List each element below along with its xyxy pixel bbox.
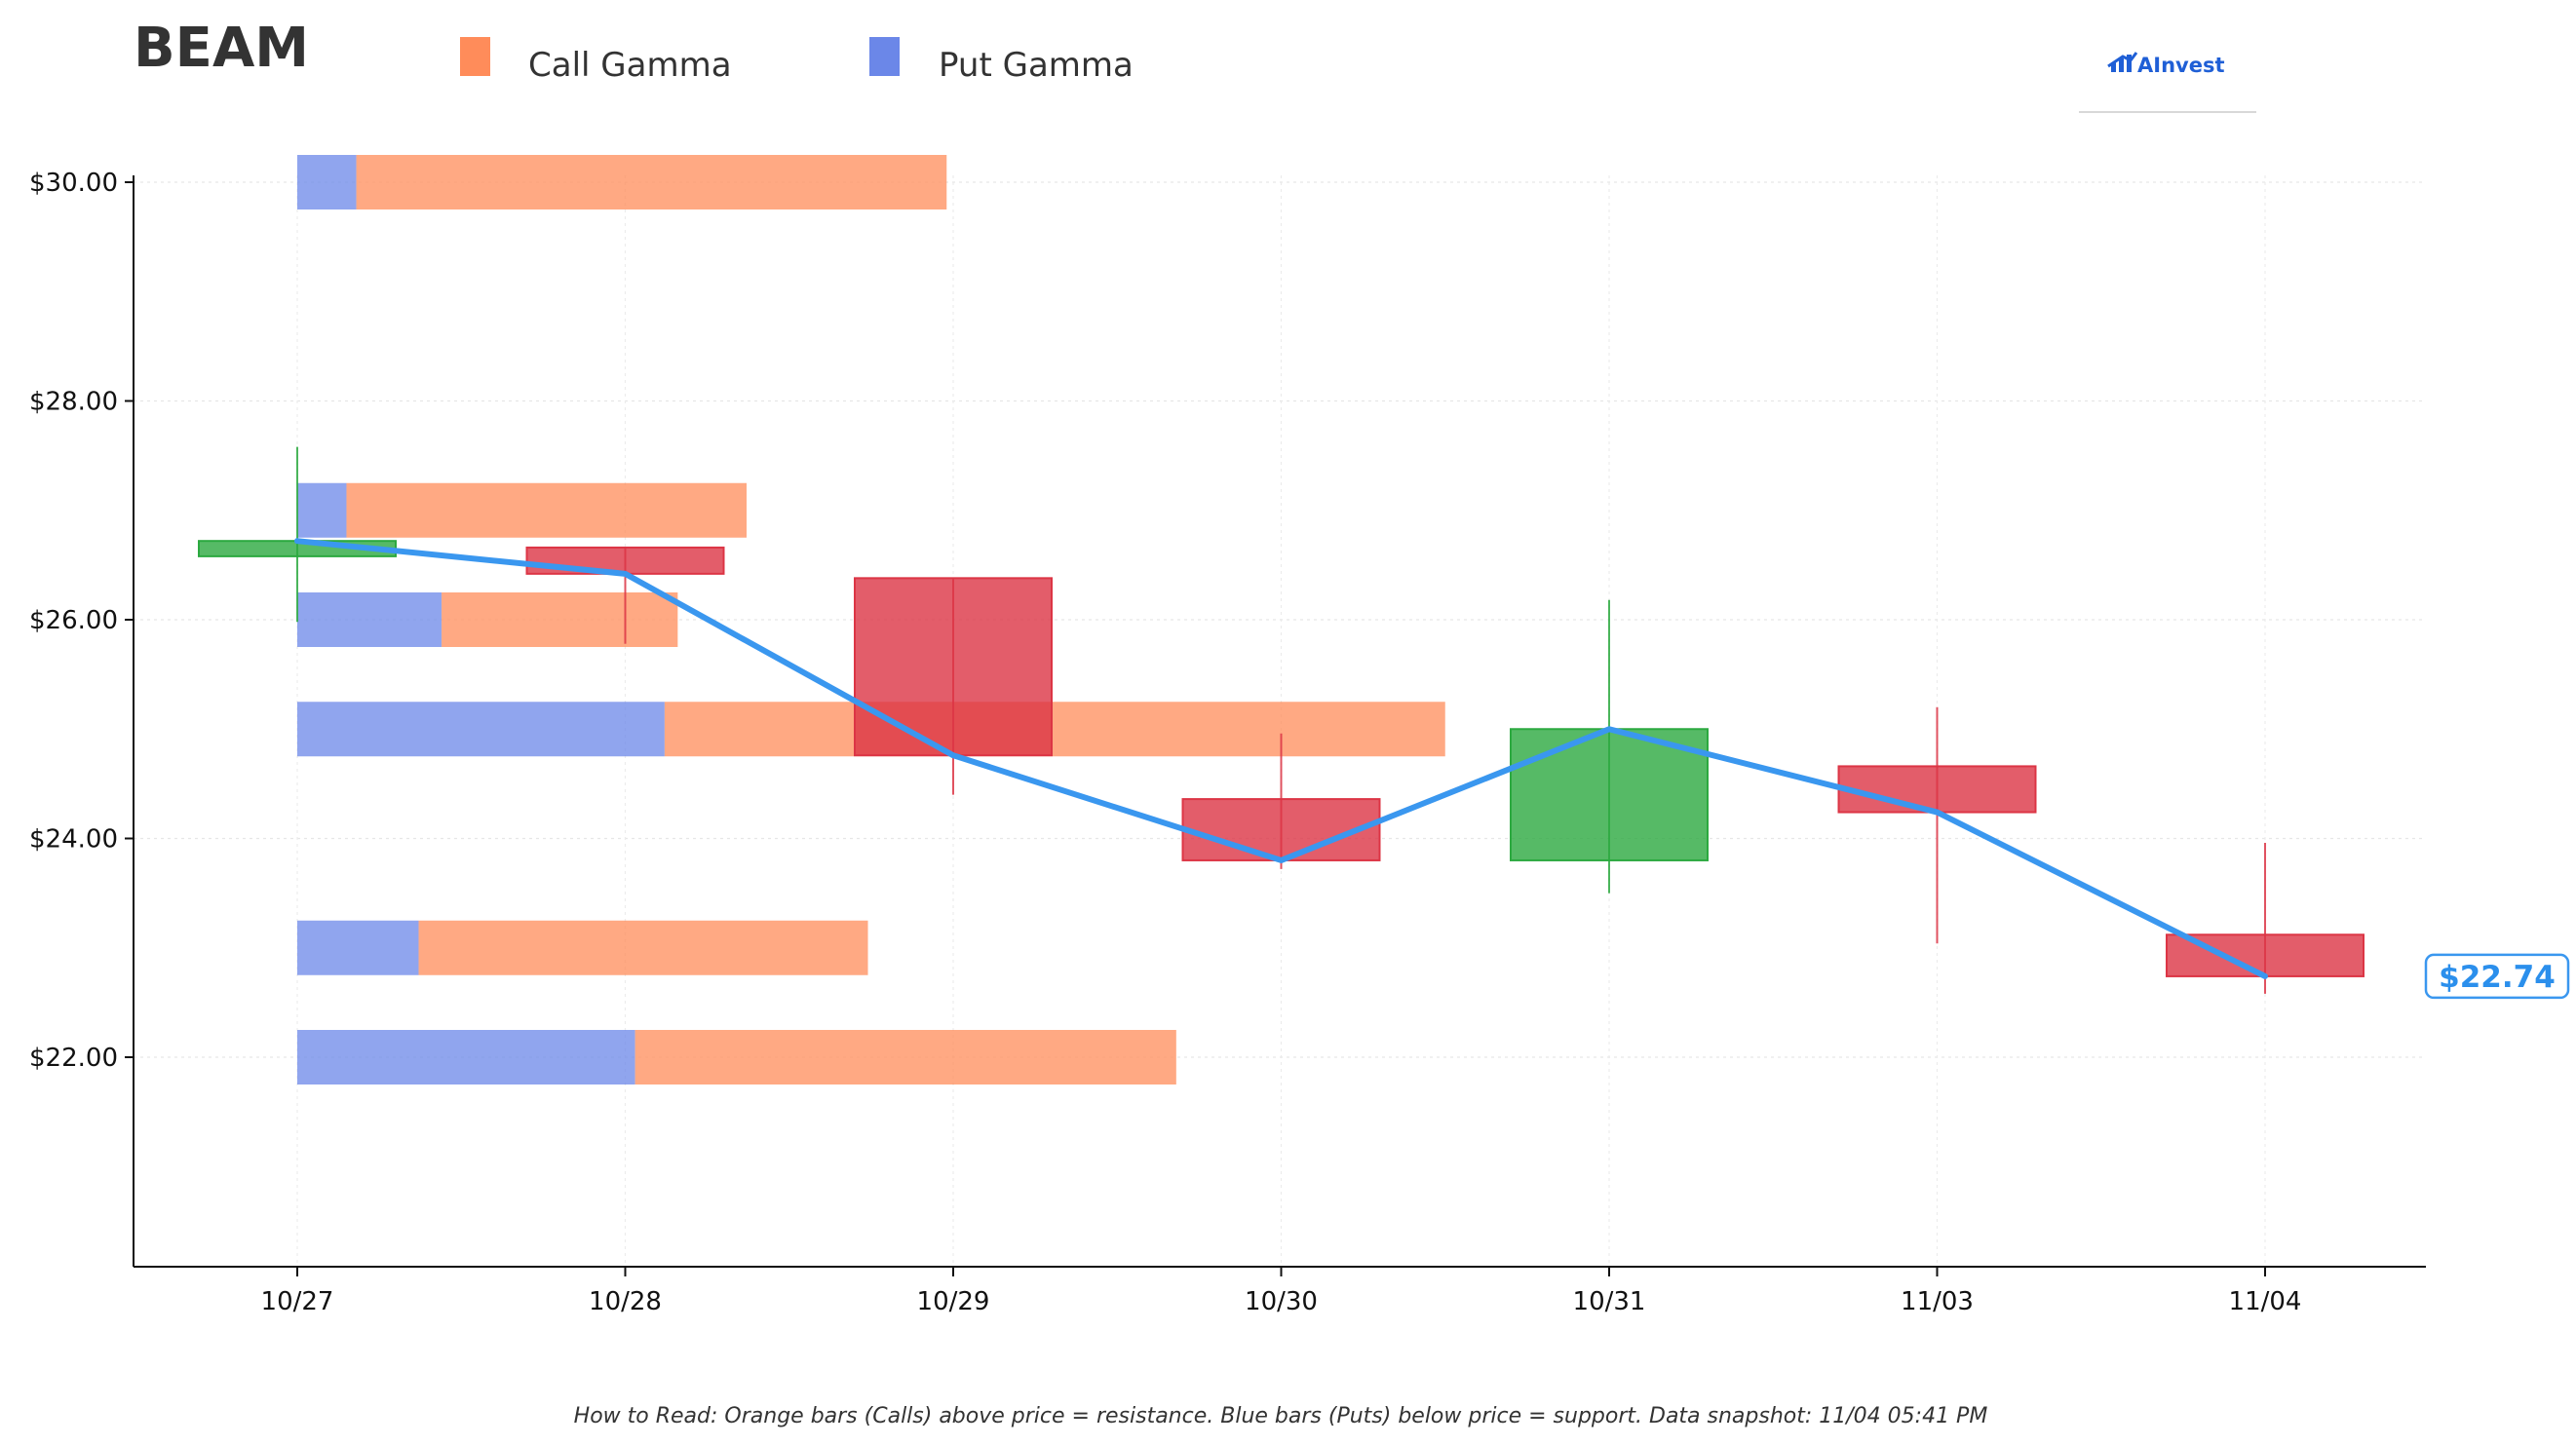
y-tick-label: $22.00 <box>29 1044 118 1073</box>
put-gamma-bar <box>297 1030 635 1084</box>
gamma-bars <box>297 155 1445 1084</box>
put-gamma-bar <box>297 592 442 647</box>
close-price-line-group <box>294 538 2268 979</box>
y-tick-label: $30.00 <box>29 169 118 198</box>
y-tick-label: $26.00 <box>29 606 118 635</box>
candle-body <box>854 577 1053 757</box>
legend-call-label: Call Gamma <box>528 46 732 85</box>
call-gamma-bar <box>346 482 748 538</box>
put-gamma-bar <box>297 702 665 757</box>
candle-body <box>1181 798 1381 861</box>
candle-body <box>1510 728 1709 861</box>
call-gamma-bar <box>442 592 678 647</box>
x-tick-label: 10/29 <box>917 1287 990 1316</box>
put-gamma-bar <box>297 920 419 975</box>
ainvest-logo: AInvest <box>2079 52 2256 113</box>
ticker-title: BEAM <box>134 17 309 80</box>
legend-call-swatch <box>460 37 490 76</box>
axes: $22.00 $24.00 $26.00 $28.00 $30.00 10/27 10/28… <box>29 169 2426 1316</box>
candle-body <box>1837 765 2037 814</box>
close-price-line <box>294 538 2268 979</box>
x-tick-label: 11/03 <box>1901 1287 1974 1316</box>
x-tick-label: 10/27 <box>261 1287 334 1316</box>
call-gamma-bar <box>664 702 1445 757</box>
footnote: How to Read: Orange bars (Calls) above p… <box>574 1404 1988 1428</box>
call-gamma-bar <box>418 920 868 975</box>
logo-text: AInvest <box>2137 54 2225 77</box>
put-gamma-bar <box>297 482 347 538</box>
x-tick-label: 10/31 <box>1573 1287 1646 1316</box>
x-tick-label: 11/04 <box>2229 1287 2302 1316</box>
y-tick-label: $28.00 <box>29 388 118 417</box>
legend-put-label: Put Gamma <box>939 46 1134 85</box>
legend-put-swatch <box>869 37 900 76</box>
candle-body <box>525 546 725 575</box>
put-gamma-bar <box>297 155 357 209</box>
x-tick-label: 10/28 <box>589 1287 662 1316</box>
y-tick-label: $24.00 <box>29 825 118 855</box>
x-tick-label: 10/30 <box>1245 1287 1318 1316</box>
current-price-label: $22.74 <box>2439 960 2556 995</box>
chart-bars-icon <box>2107 52 2138 72</box>
call-gamma-bar <box>356 155 947 209</box>
current-price-badge-box <box>2424 953 2570 1000</box>
call-gamma-bar <box>634 1030 1176 1084</box>
current-price-badge: $22.74 <box>2424 953 2570 1000</box>
legend: Call Gamma Put Gamma <box>460 37 1134 85</box>
